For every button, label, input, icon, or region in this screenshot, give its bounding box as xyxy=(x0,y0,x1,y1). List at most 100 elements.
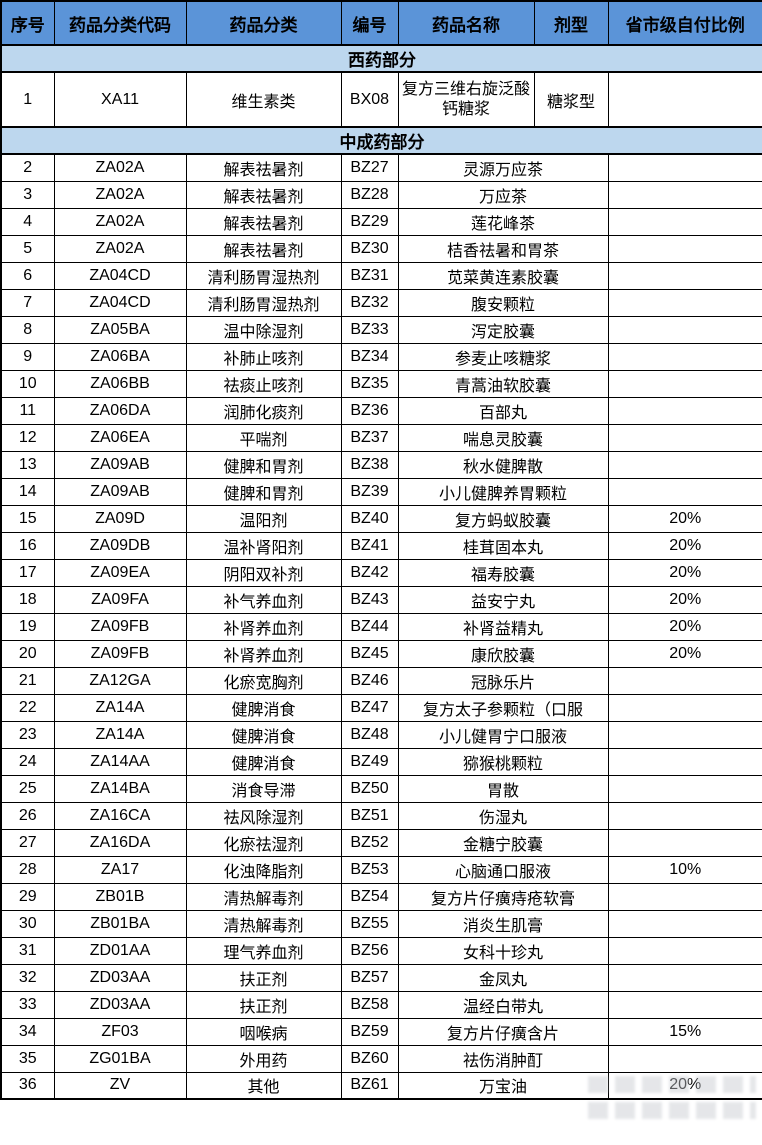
cell-class-code: ZA09EA xyxy=(53,558,187,587)
cell-category: 补肾养血剂 xyxy=(185,639,342,668)
cell-class-code: ZA17 xyxy=(53,855,187,884)
table-row: 21 ZA12GA 化瘀宽胸剂 BZ46 冠脉乐片 xyxy=(0,666,762,695)
table-row: 10 ZA06BB 祛痰止咳剂 BZ35 青蒿油软胶囊 xyxy=(0,369,762,398)
cell-ratio xyxy=(607,693,762,722)
cell-class-code: ZA02A xyxy=(53,207,187,236)
cell-name: 女科十珍丸 xyxy=(397,936,609,965)
cell-name: 复方蚂蚁胶囊 xyxy=(397,504,609,533)
cell-no: 31 xyxy=(0,936,55,965)
cell-code: BZ57 xyxy=(340,963,399,992)
cell-ratio: 20% xyxy=(607,639,762,668)
header-row: 序号 药品分类代码 药品分类 编号 药品名称 剂型 省市级自付比例 xyxy=(0,0,762,46)
cell-name: 喘息灵胶囊 xyxy=(397,423,609,452)
cell-ratio xyxy=(607,882,762,911)
cell-code: BZ53 xyxy=(340,855,399,884)
cell-class-code: ZA04CD xyxy=(53,261,187,290)
table-row: 3 ZA02A 解表祛暑剂 BZ28 万应茶 xyxy=(0,180,762,209)
table-row: 31 ZD01AA 理气养血剂 BZ56 女科十珍丸 xyxy=(0,936,762,965)
table-row: 8 ZA05BA 温中除湿剂 BZ33 泻定胶囊 xyxy=(0,315,762,344)
cell-name: 福寿胶囊 xyxy=(397,558,609,587)
cell-no: 11 xyxy=(0,396,55,425)
cell-no: 35 xyxy=(0,1044,55,1073)
cell-ratio: 20% xyxy=(607,612,762,641)
cell-class-code: ZA16DA xyxy=(53,828,187,857)
cell-class-code: ZA14A xyxy=(53,693,187,722)
watermark-smudge xyxy=(588,1102,756,1119)
cell-category: 清热解毒剂 xyxy=(185,909,342,938)
table-row: 24 ZA14AA 健脾消食 BZ49 猕猴桃颗粒 xyxy=(0,747,762,776)
cell-no: 16 xyxy=(0,531,55,560)
table-row: 27 ZA16DA 化瘀祛湿剂 BZ52 金糖宁胶囊 xyxy=(0,828,762,857)
table-row: 32 ZD03AA 扶正剂 BZ57 金凤丸 xyxy=(0,963,762,992)
cell-code: BZ60 xyxy=(340,1044,399,1073)
cell-category: 消食导滞 xyxy=(185,774,342,803)
cell-name: 桂茸固本丸 xyxy=(397,531,609,560)
cell-ratio xyxy=(607,936,762,965)
table-row: 28 ZA17 化浊降脂剂 BZ53 心脑通口服液 10% xyxy=(0,855,762,884)
cell-name: 万应茶 xyxy=(397,180,609,209)
cell-code: BZ51 xyxy=(340,801,399,830)
cell-name: 心脑通口服液 xyxy=(397,855,609,884)
table-row: 30 ZB01BA 清热解毒剂 BZ55 消炎生肌膏 xyxy=(0,909,762,938)
section-row: 中成药部分 xyxy=(0,126,762,155)
cell-category: 补肺止咳剂 xyxy=(185,342,342,371)
column-header: 省市级自付比例 xyxy=(607,0,762,46)
cell-class-code: ZA09AB xyxy=(53,450,187,479)
cell-code: BZ45 xyxy=(340,639,399,668)
cell-category: 健脾和胃剂 xyxy=(185,450,342,479)
cell-category: 外用药 xyxy=(185,1044,342,1073)
cell-category: 补气养血剂 xyxy=(185,585,342,614)
cell-ratio xyxy=(607,450,762,479)
cell-no: 6 xyxy=(0,261,55,290)
cell-ratio xyxy=(607,477,762,506)
section-row: 西药部分 xyxy=(0,44,762,73)
cell-name: 桔香祛暑和胃茶 xyxy=(397,234,609,263)
table-row: 9 ZA06BA 补肺止咳剂 BZ34 参麦止咳糖浆 xyxy=(0,342,762,371)
cell-no: 10 xyxy=(0,369,55,398)
cell-class-code: ZD01AA xyxy=(53,936,187,965)
cell-ratio xyxy=(607,180,762,209)
cell-category: 咽喉病 xyxy=(185,1017,342,1046)
table-row: 23 ZA14A 健脾消食 BZ48 小儿健胃宁口服液 xyxy=(0,720,762,749)
cell-code: BZ33 xyxy=(340,315,399,344)
table-row: 5 ZA02A 解表祛暑剂 BZ30 桔香祛暑和胃茶 xyxy=(0,234,762,263)
cell-code: BZ44 xyxy=(340,612,399,641)
cell-class-code: ZV xyxy=(53,1071,187,1100)
cell-code: BZ50 xyxy=(340,774,399,803)
cell-no: 34 xyxy=(0,1017,55,1046)
cell-name: 参麦止咳糖浆 xyxy=(397,342,609,371)
cell-category: 清利肠胃湿热剂 xyxy=(185,288,342,317)
cell-class-code: ZA06BA xyxy=(53,342,187,371)
cell-form: 糖浆型 xyxy=(533,71,609,128)
cell-name: 祛伤消肿酊 xyxy=(397,1044,609,1073)
cell-name: 金凤丸 xyxy=(397,963,609,992)
cell-ratio xyxy=(607,396,762,425)
column-header: 药品分类 xyxy=(185,0,342,46)
cell-category: 其他 xyxy=(185,1071,342,1100)
table-row: 4 ZA02A 解表祛暑剂 BZ29 莲花峰茶 xyxy=(0,207,762,236)
cell-category: 解表祛暑剂 xyxy=(185,234,342,263)
cell-name: 小儿健胃宁口服液 xyxy=(397,720,609,749)
cell-no: 2 xyxy=(0,153,55,182)
cell-name: 消炎生肌膏 xyxy=(397,909,609,938)
drug-table-body: 西药部分 1 XA11 维生素类 BX08 复方三维右旋泛酸钙糖浆 糖浆型 中成药部分 2 ZA0… xyxy=(0,44,762,1100)
table-row: 19 ZA09FB 补肾养血剂 BZ44 补肾益精丸 20% xyxy=(0,612,762,641)
cell-category: 化浊降脂剂 xyxy=(185,855,342,884)
cell-code: BZ46 xyxy=(340,666,399,695)
cell-ratio xyxy=(607,774,762,803)
cell-category: 温阳剂 xyxy=(185,504,342,533)
cell-no: 22 xyxy=(0,693,55,722)
table-row: 16 ZA09DB 温补肾阳剂 BZ41 桂茸固本丸 20% xyxy=(0,531,762,560)
cell-code: BZ29 xyxy=(340,207,399,236)
table-row: 7 ZA04CD 清利肠胃湿热剂 BZ32 腹安颗粒 xyxy=(0,288,762,317)
cell-name: 莲花峰茶 xyxy=(397,207,609,236)
cell-category: 补肾养血剂 xyxy=(185,612,342,641)
table-row: 22 ZA14A 健脾消食 BZ47 复方太子参颗粒（口服 xyxy=(0,693,762,722)
cell-name: 金糖宁胶囊 xyxy=(397,828,609,857)
cell-code: BZ39 xyxy=(340,477,399,506)
cell-ratio xyxy=(607,207,762,236)
table-row: 36 ZV 其他 BZ61 万宝油 20% xyxy=(0,1071,762,1100)
cell-category: 健脾消食 xyxy=(185,693,342,722)
cell-ratio xyxy=(607,71,762,128)
cell-no: 27 xyxy=(0,828,55,857)
